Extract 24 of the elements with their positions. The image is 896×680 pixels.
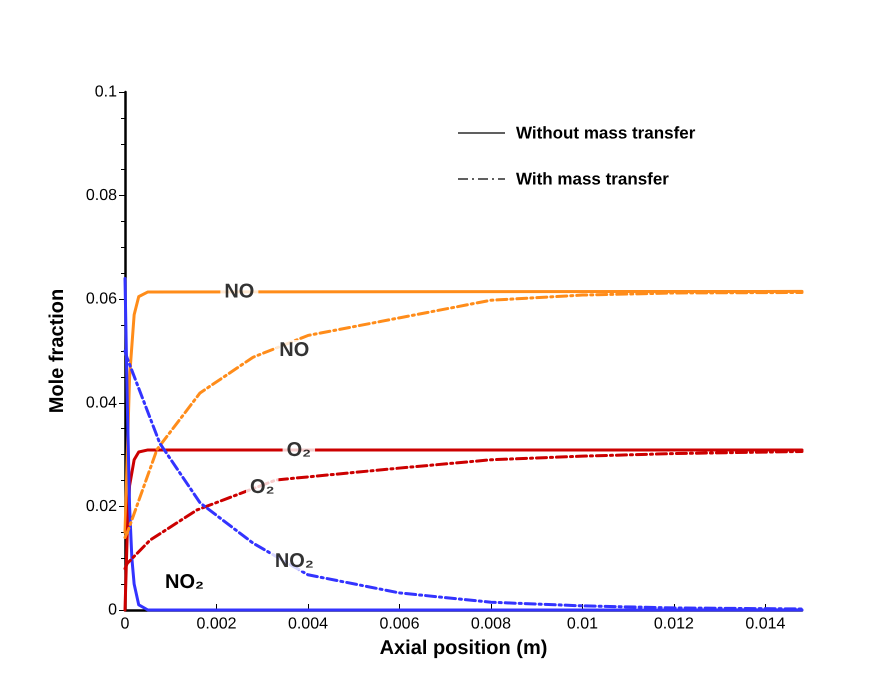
y-tick-label: 0 [108, 602, 118, 618]
y-axis-title: Mole fraction [46, 288, 68, 414]
annotation: NO [279, 338, 310, 361]
annotation: O₂ [286, 438, 312, 461]
y-tick-label: 0.04 [86, 394, 118, 412]
x-tick-label: 0.014 [745, 616, 786, 632]
annotation: NO [224, 280, 254, 302]
y-tick-label: 0.08 [86, 187, 118, 204]
annotation: NO₂ [274, 550, 314, 572]
x-axis-title: Axial position (m) [380, 637, 548, 659]
x-tick-label: 0.006 [379, 616, 420, 632]
x-tick-label: 0.01 [566, 616, 598, 632]
y-tick-label: 0.06 [86, 290, 118, 308]
x-tick-label: 0.008 [470, 616, 512, 632]
y-tick-label: 0.1 [94, 84, 118, 100]
x-tick-label: 0 [120, 616, 130, 632]
annotation: O₂ [250, 476, 274, 498]
x-tick-label: 0.004 [288, 616, 328, 632]
annotation: NO₂ [165, 571, 204, 593]
x-tick-label: 0.012 [654, 616, 694, 632]
annotation: With mass transfer [516, 170, 670, 188]
annotation: Without mass transfer [516, 124, 696, 142]
y-tick-label: 0.02 [86, 498, 118, 515]
x-tick-label: 0.002 [196, 616, 237, 632]
